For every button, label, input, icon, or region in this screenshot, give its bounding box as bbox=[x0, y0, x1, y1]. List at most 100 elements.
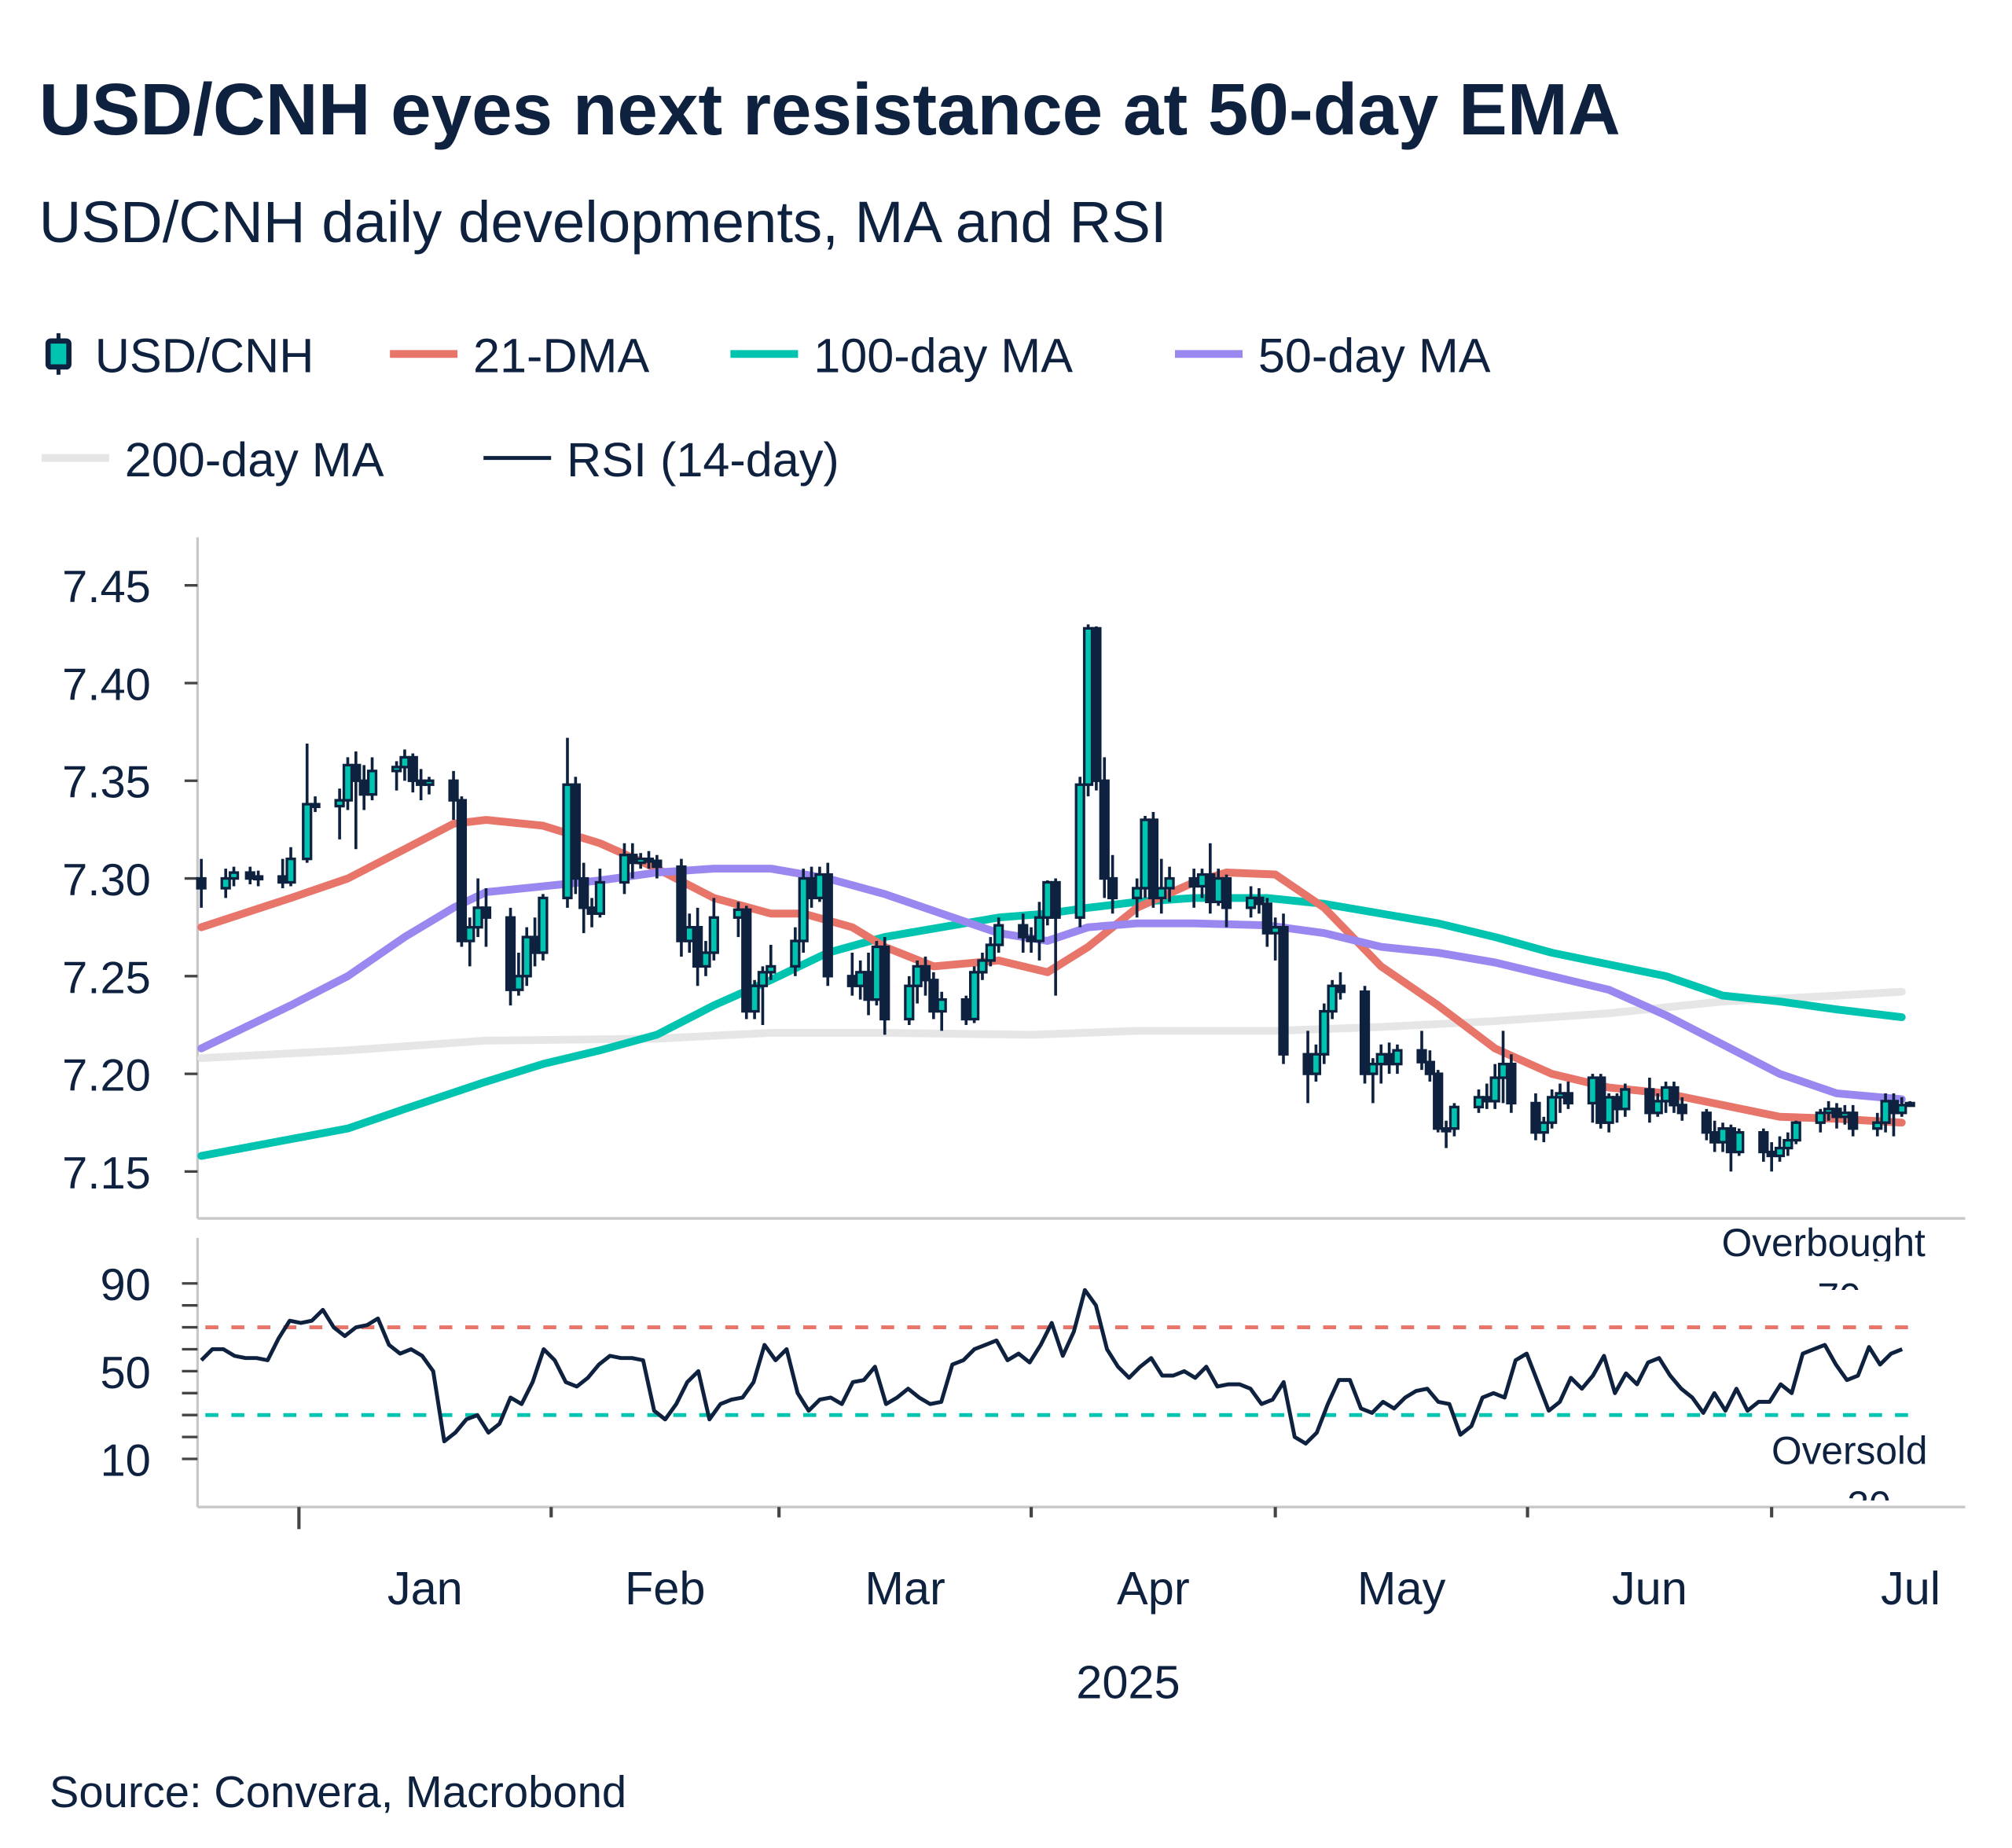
candle-body-up bbox=[562, 783, 573, 900]
candlestick bbox=[1774, 1136, 1786, 1162]
candlestick bbox=[1034, 902, 1045, 961]
candlestick bbox=[863, 952, 874, 1016]
candlestick bbox=[766, 945, 777, 980]
y-tick-label: 7.40 bbox=[62, 659, 151, 710]
candlestick bbox=[1302, 1031, 1313, 1104]
candle-body-up bbox=[1319, 1009, 1330, 1056]
legend-item-rsi: RSI (14-day) bbox=[483, 433, 839, 487]
candlestick bbox=[1042, 880, 1053, 926]
candlestick bbox=[472, 878, 483, 938]
candlestick bbox=[993, 917, 1004, 953]
candlestick bbox=[448, 770, 459, 820]
candlestick bbox=[1441, 1120, 1452, 1148]
candle-body-up bbox=[814, 873, 825, 900]
candlestick bbox=[1319, 1003, 1330, 1064]
candle-body-down bbox=[480, 906, 492, 919]
candlestick bbox=[513, 952, 524, 996]
candlestick bbox=[1448, 1103, 1460, 1137]
candle-body-down bbox=[358, 779, 369, 796]
candlestick bbox=[912, 960, 923, 1004]
candlestick bbox=[252, 870, 264, 887]
candle-body-up bbox=[1074, 783, 1085, 919]
legend-item-200ma: 200-day MA bbox=[41, 433, 384, 487]
candle-body-down bbox=[1831, 1108, 1842, 1119]
candlestick bbox=[1392, 1044, 1403, 1075]
rsi-tick-label: 50 bbox=[100, 1348, 150, 1398]
candle-body-down bbox=[244, 871, 255, 880]
candle-body-down bbox=[570, 783, 581, 880]
candle-body-up bbox=[1880, 1100, 1891, 1124]
legend-label: 50-day MA bbox=[1258, 329, 1491, 382]
candlestick bbox=[1734, 1128, 1745, 1156]
candlestick bbox=[1489, 1064, 1500, 1109]
candle-body-up bbox=[1392, 1049, 1403, 1066]
candle-body-up bbox=[993, 924, 1004, 946]
candlestick bbox=[1620, 1083, 1631, 1117]
candlestick bbox=[928, 972, 939, 1020]
oversold-value-label: 30 bbox=[1847, 1483, 1890, 1527]
candle-body-down bbox=[1701, 1111, 1712, 1134]
candle-body-up bbox=[1774, 1146, 1786, 1158]
candlestick bbox=[399, 749, 410, 781]
candlestick bbox=[1652, 1093, 1663, 1117]
chart-title: USD/CNH eyes next resistance at 50-day E… bbox=[39, 68, 1621, 150]
candlestick bbox=[871, 941, 883, 1006]
candle-body-up bbox=[790, 939, 801, 968]
candle-body-up bbox=[302, 803, 313, 861]
candle-body-down bbox=[652, 859, 663, 869]
candlestick bbox=[302, 744, 313, 863]
legend-item-usdcnh: USD/CNH bbox=[45, 329, 314, 382]
candle-body-down bbox=[1188, 876, 1199, 888]
candle-body-down bbox=[741, 908, 752, 1013]
candlestick bbox=[1904, 1100, 1915, 1108]
candlestick bbox=[846, 952, 857, 996]
candle-body-up bbox=[619, 854, 630, 884]
candle-body-up bbox=[684, 926, 695, 942]
candle-body-up bbox=[969, 971, 980, 1021]
candlestick bbox=[342, 757, 354, 810]
candle-body-down bbox=[928, 979, 939, 1013]
candle-body-down bbox=[846, 975, 857, 987]
candlestick bbox=[1026, 927, 1037, 953]
candle-body-down bbox=[1433, 1072, 1444, 1130]
candle-body-up bbox=[1652, 1100, 1663, 1115]
candlestick bbox=[1815, 1108, 1826, 1133]
candle-body-down bbox=[1424, 1060, 1435, 1075]
month-label: Jun bbox=[1612, 1562, 1687, 1615]
x-axis-year-label: 2025 bbox=[1076, 1655, 1180, 1708]
candlestick bbox=[1278, 913, 1289, 1064]
rsi-y-ticks: 90 50 10 bbox=[100, 1260, 198, 1486]
candle-body-down bbox=[643, 858, 655, 863]
candlestick bbox=[1562, 1082, 1573, 1109]
candlestick bbox=[1506, 1054, 1517, 1113]
candle-body-up bbox=[220, 876, 231, 890]
candle-body-up bbox=[912, 964, 923, 987]
candle-body-down bbox=[416, 779, 427, 786]
candle-body-up bbox=[1310, 1053, 1322, 1075]
candlestick bbox=[1717, 1122, 1728, 1152]
candlestick bbox=[790, 927, 801, 976]
candlestick bbox=[586, 898, 597, 928]
candlestick bbox=[741, 906, 752, 1020]
candlestick bbox=[1725, 1124, 1737, 1172]
candle-body-up bbox=[708, 916, 719, 954]
candlestick bbox=[578, 862, 589, 934]
candle-body-down bbox=[1261, 902, 1272, 935]
candlestick bbox=[879, 937, 890, 1035]
candle-body-up bbox=[1603, 1096, 1614, 1124]
candlestick bbox=[1107, 854, 1118, 914]
candle-body-up bbox=[1896, 1104, 1907, 1115]
candle-body-down bbox=[1758, 1131, 1769, 1154]
candlestick bbox=[1701, 1108, 1712, 1141]
candle-body-up bbox=[1473, 1096, 1485, 1109]
candlestick bbox=[464, 917, 475, 967]
candlestick bbox=[1538, 1116, 1549, 1143]
candlestick bbox=[277, 858, 288, 888]
y-tick-label: 7.15 bbox=[62, 1148, 151, 1199]
candlestick bbox=[594, 869, 606, 918]
legend-item-50ma: 50-day MA bbox=[1174, 329, 1491, 382]
candle-body-up bbox=[521, 935, 532, 978]
candle-body-down bbox=[1676, 1104, 1687, 1115]
candlestick bbox=[1603, 1093, 1614, 1133]
candle-body-down bbox=[1611, 1096, 1623, 1111]
